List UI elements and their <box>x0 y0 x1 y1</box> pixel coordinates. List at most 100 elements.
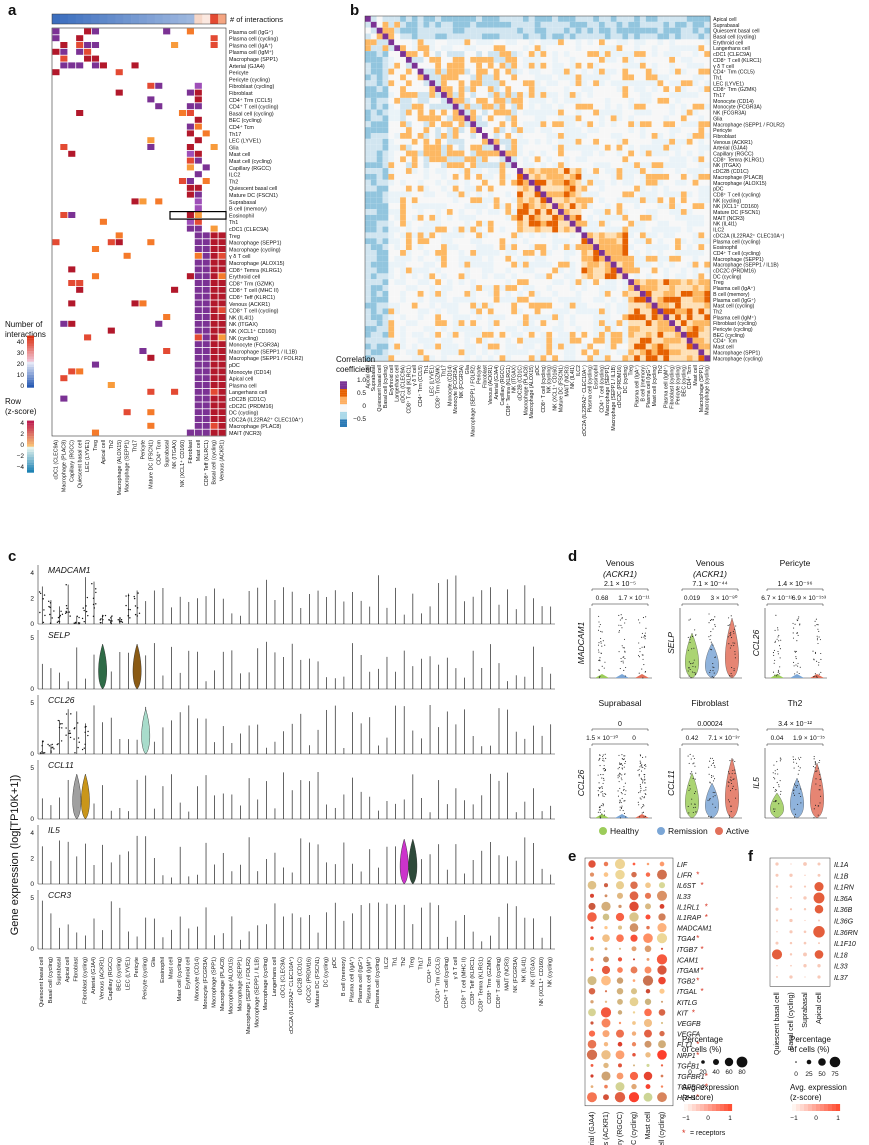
expression-dot <box>74 622 76 624</box>
corr-cell <box>458 179 465 186</box>
corr-cell <box>651 80 658 87</box>
corr-cell <box>540 185 547 192</box>
corr-cell <box>680 92 687 98</box>
heatmap-a-cell <box>194 205 202 212</box>
corr-cell <box>675 86 681 93</box>
corr-cell <box>388 16 395 22</box>
corr-cell <box>657 115 664 122</box>
corr-cell <box>528 331 535 338</box>
corr-cell <box>441 68 447 75</box>
corr-cell <box>365 168 371 174</box>
corr-cell <box>540 97 547 104</box>
corr-row-label: Venous (ACKR1) <box>713 140 753 146</box>
corr-cell <box>435 203 442 210</box>
corr-cell <box>663 21 670 28</box>
corr-cell <box>499 255 506 262</box>
interaction-bar-cell <box>154 14 164 24</box>
expression-dot <box>39 592 42 595</box>
corr-cell <box>686 27 693 34</box>
violin-dot <box>712 619 714 621</box>
legend-count-step <box>27 338 34 341</box>
corr-cell <box>663 27 670 34</box>
violin-dot <box>642 654 644 656</box>
heatmap-a-cell <box>186 429 194 436</box>
corr-cell <box>639 92 646 98</box>
corr-cell <box>370 290 377 297</box>
corr-cell <box>528 302 535 309</box>
corr-cell <box>669 56 676 63</box>
corr-cell <box>517 27 523 34</box>
corr-cell <box>645 86 652 93</box>
corr-cell <box>540 103 547 110</box>
corr-cell <box>411 267 418 274</box>
violin-dot <box>777 674 779 676</box>
corr-cell <box>558 179 564 186</box>
corr-cell <box>680 86 687 93</box>
violin-dot <box>728 643 730 645</box>
expression-dot <box>133 597 136 600</box>
heatmap-a-cell <box>52 48 60 55</box>
corr-cell <box>417 302 424 309</box>
corr-cell <box>634 80 640 87</box>
corr-cell <box>581 314 588 321</box>
violin-dot <box>777 629 779 631</box>
corr-row-label: Th2 <box>713 309 722 315</box>
corr-cell <box>394 349 401 356</box>
corr-cell <box>487 285 494 291</box>
corr-cell <box>610 68 617 75</box>
corr-cell <box>487 296 494 303</box>
corr-cell <box>616 214 623 221</box>
corr-cell <box>686 121 693 128</box>
corr-cell <box>505 51 512 57</box>
heatmap-a-row-label: pDC <box>229 363 240 369</box>
corr-cell <box>587 191 594 198</box>
panel-c-x-label: NK (IL4I1) <box>522 957 528 983</box>
heatmap-a-cell <box>155 103 163 110</box>
corr-cell <box>546 267 553 274</box>
heatmap-a-cells <box>52 28 226 436</box>
violin-dot <box>733 628 735 630</box>
corr-cell <box>651 33 658 40</box>
expression-dot <box>136 615 138 617</box>
corr-cell <box>552 121 559 128</box>
violin-dot <box>795 658 797 660</box>
corr-cell <box>446 68 453 75</box>
violin-dot <box>776 638 778 640</box>
corr-cell <box>499 238 506 245</box>
corr-cell <box>493 62 500 69</box>
heatmap-a-cell <box>218 361 226 368</box>
corr-cell <box>663 279 670 286</box>
corr-cell <box>563 51 570 57</box>
corr-cell <box>698 255 705 262</box>
corr-cell <box>499 162 506 169</box>
violin-bracket-top <box>591 588 649 591</box>
corr-cell <box>417 179 424 186</box>
corr-cell <box>546 302 553 309</box>
corr-cell <box>522 214 529 221</box>
corr-cell <box>540 290 547 297</box>
corr-cell <box>482 121 488 128</box>
violin-dot <box>796 619 798 621</box>
corr-cell <box>493 302 500 309</box>
corr-cell <box>569 16 576 22</box>
panel-c-x-label: Fibroblast <box>74 957 80 982</box>
violin-dot <box>643 664 645 666</box>
heatmap-a-cell <box>210 252 218 259</box>
heatmap-a-cell <box>202 130 210 137</box>
corr-cell <box>482 320 488 327</box>
corr-cell <box>581 168 588 174</box>
corr-col-label: Mast cell <box>693 365 699 385</box>
corr-cell <box>499 209 506 215</box>
corr-cell <box>441 343 447 350</box>
corr-cell <box>675 121 681 128</box>
heatmap-a-cell <box>60 55 68 62</box>
corr-cell <box>634 244 640 250</box>
heatmap-a-cell <box>194 361 202 368</box>
corr-cell <box>680 127 687 133</box>
corr-cell <box>522 133 529 139</box>
corr-cell <box>698 261 705 268</box>
corr-cell <box>675 92 681 98</box>
corr-cell <box>575 355 582 362</box>
corr-cell <box>435 33 442 40</box>
corr-cell <box>429 109 436 116</box>
